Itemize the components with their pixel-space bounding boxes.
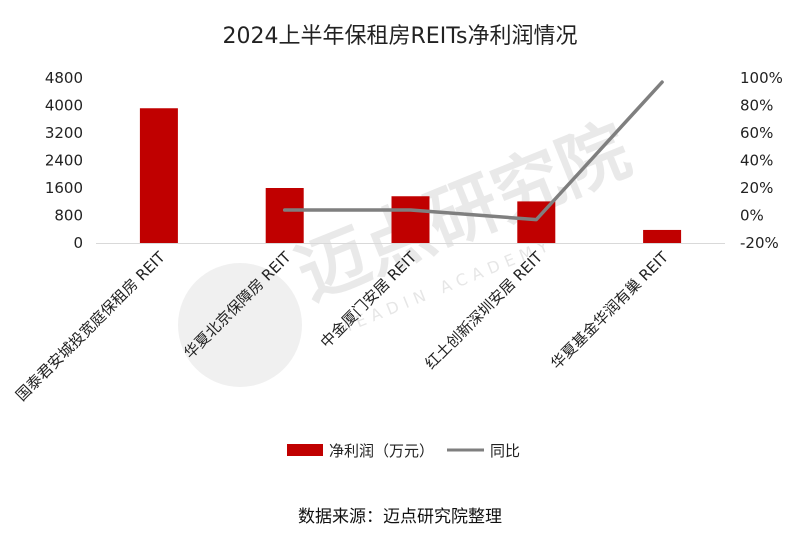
right-axis-ticks: -20% 0% 20% 40% 60% 80% 100%	[740, 69, 783, 252]
right-axis-tick-label: 20%	[740, 179, 773, 197]
category-label: 国泰君安城投宽庭保租房 REIT	[12, 248, 169, 405]
line-series	[282, 80, 664, 222]
right-axis-tick-label: 100%	[740, 69, 783, 87]
legend-label-net-profit: 净利润（万元）	[329, 442, 434, 460]
legend-label-yoy: 同比	[490, 442, 520, 460]
bar-net-profit	[139, 108, 178, 243]
bar-series	[139, 108, 682, 243]
bar-net-profit	[643, 229, 682, 243]
left-axis-tick-label: 4800	[45, 69, 83, 87]
bar-net-profit	[391, 196, 430, 243]
right-axis-tick-label: 40%	[740, 152, 773, 170]
left-axis-tick-label: 3200	[45, 124, 83, 142]
legend-swatch-net-profit	[287, 444, 323, 456]
legend: 净利润（万元） 同比	[287, 442, 520, 460]
data-source-note: 数据来源：迈点研究院整理	[298, 507, 502, 527]
category-label: 华夏基金华润有巢 REIT	[547, 248, 672, 373]
bar-net-profit	[265, 188, 304, 243]
left-axis-tick-label: 4000	[45, 97, 83, 115]
right-axis-tick-label: 60%	[740, 124, 773, 142]
watermark-logo-icon	[178, 263, 302, 387]
left-axis-tick-label: 2400	[45, 152, 83, 170]
left-axis-ticks: 0 800 1600 2400 3200 4000 4800	[45, 69, 83, 252]
left-axis-tick-label: 0	[73, 234, 83, 252]
left-axis-tick-label: 800	[54, 207, 83, 225]
right-axis-tick-label: -20%	[740, 234, 779, 252]
right-axis-tick-label: 0%	[740, 207, 764, 225]
left-axis-tick-label: 1600	[45, 179, 83, 197]
line-yoy	[282, 80, 664, 222]
chart-title: 2024上半年保租房REITs净利润情况	[223, 24, 578, 49]
right-axis-tick-label: 80%	[740, 97, 773, 115]
